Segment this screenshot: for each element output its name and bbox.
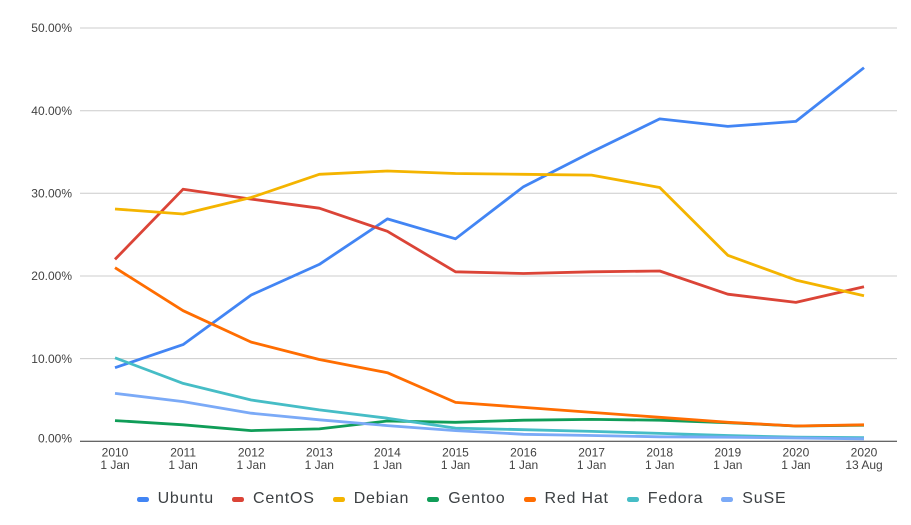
svg-text:1 Jan: 1 Jan [373,458,402,472]
svg-text:2013: 2013 [306,446,333,460]
svg-text:1 Jan: 1 Jan [577,458,606,472]
svg-text:20.00%: 20.00% [31,269,72,283]
svg-text:10.00%: 10.00% [31,352,72,366]
svg-text:2019: 2019 [714,446,741,460]
svg-text:1 Jan: 1 Jan [237,458,266,472]
svg-text:50.00%: 50.00% [31,21,72,35]
svg-text:1 Jan: 1 Jan [100,458,129,472]
svg-text:1 Jan: 1 Jan [509,458,538,472]
svg-text:1 Jan: 1 Jan [713,458,742,472]
svg-text:1 Jan: 1 Jan [441,458,470,472]
svg-text:2015: 2015 [442,446,469,460]
svg-text:40.00%: 40.00% [31,104,72,118]
svg-text:30.00%: 30.00% [31,187,72,201]
svg-text:2011: 2011 [170,446,196,460]
svg-text:2017: 2017 [578,446,605,460]
svg-text:1 Jan: 1 Jan [305,458,334,472]
svg-text:1 Jan: 1 Jan [781,458,810,472]
svg-text:2018: 2018 [646,446,673,460]
svg-text:0.00%: 0.00% [38,432,72,446]
svg-text:1 Jan: 1 Jan [168,458,197,472]
svg-text:2016: 2016 [510,446,537,460]
svg-text:2012: 2012 [238,446,265,460]
svg-text:2020: 2020 [851,446,878,460]
svg-text:2014: 2014 [374,446,401,460]
svg-text:1 Jan: 1 Jan [645,458,674,472]
svg-text:2020: 2020 [783,446,810,460]
svg-text:13 Aug: 13 Aug [845,458,882,472]
svg-text:2010: 2010 [102,446,129,460]
